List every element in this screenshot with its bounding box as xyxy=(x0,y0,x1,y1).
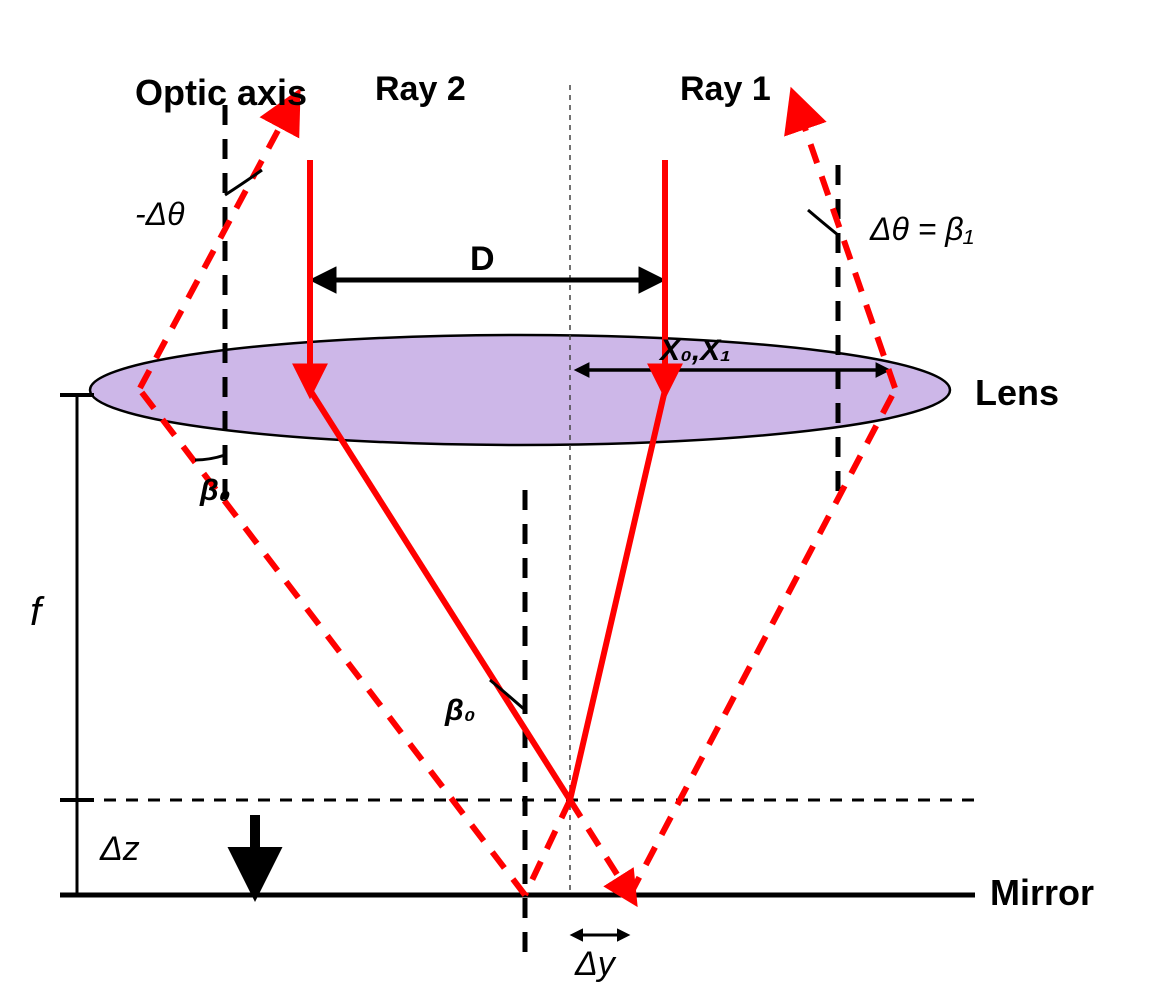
ray1-lens-to-focus xyxy=(570,390,665,800)
ray2-lens-to-focus xyxy=(310,390,570,800)
dtheta-label: Δθ = β₁ xyxy=(869,211,974,247)
optics-diagram: Optic axis Ray 2 Ray 1 D X₀,X₁ Lens Mirr… xyxy=(0,0,1158,1000)
optic-axis-label: Optic axis xyxy=(135,72,307,113)
ray1-focus-to-mirror-ext xyxy=(525,800,570,895)
f-label: f xyxy=(30,590,45,634)
ray1-label: Ray 1 xyxy=(680,70,771,108)
neg-dtheta-label: -Δθ xyxy=(135,196,185,232)
beta0-focus-label: β₀ xyxy=(444,694,475,727)
ray1-mirror-to-lens-dashed xyxy=(630,390,895,895)
mirror-label: Mirror xyxy=(990,872,1094,913)
lens-shape xyxy=(90,335,950,445)
ray2-focus-to-mirror-ext xyxy=(570,800,630,895)
ray2-label: Ray 2 xyxy=(375,70,466,108)
beta0-arc-left xyxy=(195,455,225,460)
x0x1-label: X₀,X₁ xyxy=(658,334,731,367)
lens-label: Lens xyxy=(975,372,1059,413)
beta0-left-label: β₀ xyxy=(199,474,230,507)
dy-label: Δy xyxy=(574,945,617,983)
ray1-outgoing-above xyxy=(798,108,895,388)
d-label: D xyxy=(470,240,495,278)
dz-label: Δz xyxy=(99,830,140,868)
